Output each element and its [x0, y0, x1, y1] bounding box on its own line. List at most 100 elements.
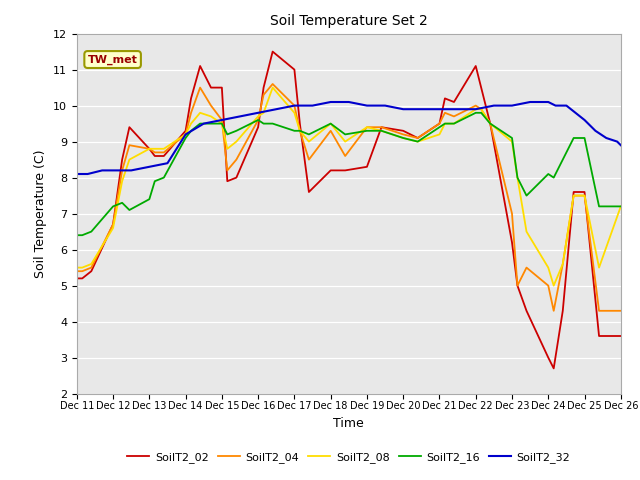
SoilT2_32	[145, 164, 153, 169]
SoilT2_04	[414, 135, 422, 141]
SoilT2_08	[269, 84, 276, 90]
SoilT2_04	[378, 124, 385, 130]
SoilT2_04	[545, 283, 552, 288]
SoilT2_02	[305, 189, 313, 195]
SoilT2_32	[254, 110, 262, 116]
SoilT2_02	[151, 153, 159, 159]
SoilT2_16	[617, 204, 625, 209]
SoilT2_16	[570, 135, 577, 141]
SoilT2_04	[559, 261, 566, 267]
SoilT2_32	[472, 106, 479, 112]
SoilT2_16	[486, 120, 494, 126]
SoilT2_16	[296, 128, 303, 133]
SoilT2_02	[218, 84, 226, 90]
SoilT2_32	[236, 113, 244, 119]
SoilT2_04	[196, 84, 204, 90]
SoilT2_08	[580, 192, 588, 199]
SoilT2_04	[550, 308, 557, 314]
SoilT2_08	[223, 146, 231, 152]
SoilT2_16	[109, 204, 117, 209]
SoilT2_02	[617, 333, 625, 339]
SoilT2_02	[125, 124, 133, 130]
SoilT2_02	[399, 128, 407, 133]
SoilT2_08	[545, 264, 552, 270]
SoilT2_02	[523, 308, 531, 314]
SoilT2_16	[378, 128, 385, 133]
SoilT2_32	[508, 103, 516, 108]
SoilT2_02	[378, 124, 385, 130]
SoilT2_16	[160, 175, 168, 180]
SoilT2_16	[363, 128, 371, 133]
SoilT2_32	[454, 106, 461, 112]
Line: SoilT2_16: SoilT2_16	[77, 113, 621, 235]
SoilT2_08	[79, 264, 86, 270]
SoilT2_08	[477, 106, 485, 112]
SoilT2_02	[296, 120, 303, 126]
SoilT2_16	[508, 135, 516, 141]
SoilT2_32	[399, 106, 407, 112]
SoilT2_16	[207, 120, 215, 126]
SoilT2_02	[436, 120, 444, 126]
SoilT2_04	[570, 192, 577, 199]
SoilT2_08	[151, 146, 159, 152]
SoilT2_16	[145, 196, 153, 202]
SoilT2_04	[125, 142, 133, 148]
SoilT2_08	[305, 139, 313, 144]
SoilT2_16	[305, 132, 313, 137]
SoilT2_08	[196, 110, 204, 116]
SoilT2_08	[188, 120, 195, 126]
SoilT2_04	[182, 132, 189, 137]
SoilT2_32	[381, 103, 389, 108]
SoilT2_02	[260, 84, 268, 90]
SoilT2_16	[436, 124, 444, 130]
SoilT2_32	[526, 99, 534, 105]
SoilT2_16	[327, 120, 335, 126]
Text: TW_met: TW_met	[88, 54, 138, 65]
SoilT2_04	[109, 221, 117, 227]
SoilT2_16	[595, 204, 603, 209]
SoilT2_16	[254, 117, 262, 123]
SoilT2_16	[188, 128, 195, 133]
SoilT2_02	[88, 268, 95, 274]
SoilT2_04	[305, 156, 313, 162]
SoilT2_32	[73, 171, 81, 177]
SoilT2_16	[399, 135, 407, 141]
SoilT2_08	[570, 192, 577, 199]
SoilT2_04	[291, 103, 298, 108]
SoilT2_04	[160, 150, 168, 156]
SoilT2_32	[291, 103, 298, 108]
SoilT2_02	[291, 67, 298, 72]
SoilT2_08	[109, 225, 117, 231]
SoilT2_16	[269, 120, 276, 126]
SoilT2_16	[223, 132, 231, 137]
SoilT2_08	[218, 120, 226, 126]
SoilT2_32	[99, 168, 106, 173]
SoilT2_32	[580, 117, 588, 123]
SoilT2_32	[182, 132, 189, 137]
SoilT2_32	[218, 117, 226, 123]
SoilT2_04	[296, 128, 303, 133]
SoilT2_08	[125, 156, 133, 162]
SoilT2_04	[450, 113, 458, 119]
SoilT2_04	[341, 153, 349, 159]
SoilT2_04	[580, 192, 588, 199]
SoilT2_02	[363, 164, 371, 169]
Legend: SoilT2_02, SoilT2_04, SoilT2_08, SoilT2_16, SoilT2_32: SoilT2_02, SoilT2_04, SoilT2_08, SoilT2_…	[123, 447, 575, 467]
SoilT2_08	[486, 120, 494, 126]
SoilT2_04	[514, 283, 522, 288]
SoilT2_32	[563, 103, 570, 108]
SoilT2_08	[254, 113, 262, 119]
SoilT2_16	[341, 132, 349, 137]
SoilT2_32	[363, 103, 371, 108]
SoilT2_02	[118, 156, 126, 162]
SoilT2_02	[73, 276, 81, 281]
SoilT2_32	[127, 168, 135, 173]
SoilT2_02	[477, 84, 485, 90]
SoilT2_02	[182, 128, 189, 133]
SoilT2_08	[399, 135, 407, 141]
SoilT2_08	[450, 120, 458, 126]
SoilT2_02	[269, 48, 276, 54]
SoilT2_16	[414, 139, 422, 144]
SoilT2_02	[207, 84, 215, 90]
SoilT2_32	[273, 106, 280, 112]
